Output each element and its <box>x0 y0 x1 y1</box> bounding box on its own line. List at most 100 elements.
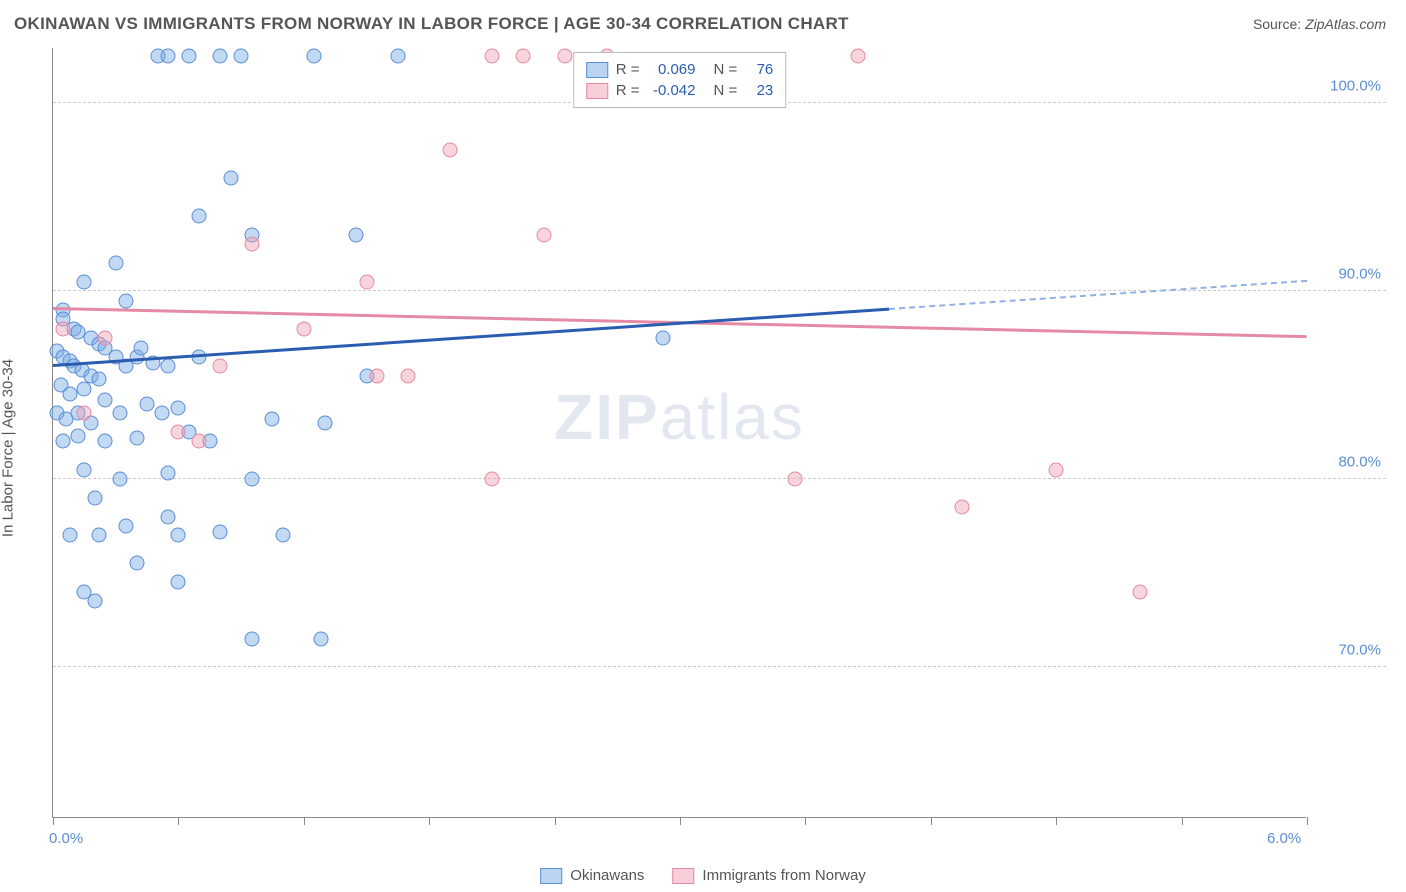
x-axis-label: 6.0% <box>1267 830 1301 847</box>
x-tick <box>555 817 556 825</box>
legend-item: Immigrants from Norway <box>672 867 865 884</box>
data-point <box>160 466 175 481</box>
source-attribution: Source: ZipAtlas.com <box>1253 16 1386 32</box>
data-point <box>56 321 71 336</box>
data-point <box>91 528 106 543</box>
watermark-rest: atlas <box>660 381 805 453</box>
data-point <box>154 406 169 421</box>
y-axis-label: In Labor Force | Age 30-34 <box>0 359 17 537</box>
chart-title: OKINAWAN VS IMMIGRANTS FROM NORWAY IN LA… <box>14 14 849 34</box>
data-point <box>265 411 280 426</box>
data-point <box>171 425 186 440</box>
data-point <box>160 359 175 374</box>
data-point <box>160 49 175 64</box>
chart-header: OKINAWAN VS IMMIGRANTS FROM NORWAY IN LA… <box>0 0 1406 42</box>
stats-legend-row: R =0.069N =76 <box>586 59 774 80</box>
data-point <box>955 500 970 515</box>
data-point <box>656 331 671 346</box>
n-label: N = <box>714 82 738 99</box>
data-point <box>787 471 802 486</box>
data-point <box>558 49 573 64</box>
data-point <box>171 400 186 415</box>
legend-swatch <box>672 868 694 884</box>
gridline <box>53 666 1386 667</box>
n-label: N = <box>714 61 738 78</box>
data-point <box>98 434 113 449</box>
data-point <box>443 143 458 158</box>
data-point <box>62 528 77 543</box>
legend-swatch <box>586 83 608 99</box>
r-value: 0.069 <box>648 61 696 78</box>
series-legend: Okinawans Immigrants from Norway <box>540 867 866 884</box>
x-tick <box>429 817 430 825</box>
data-point <box>71 428 86 443</box>
x-tick <box>1182 817 1183 825</box>
stats-legend-row: R = -0.042 N = 23 <box>586 80 774 101</box>
data-point <box>77 462 92 477</box>
data-point <box>850 49 865 64</box>
x-tick <box>931 817 932 825</box>
data-point <box>192 434 207 449</box>
data-point <box>133 340 148 355</box>
y-tick-label: 90.0% <box>1338 266 1381 283</box>
watermark: ZIPatlas <box>554 380 805 454</box>
x-tick <box>805 817 806 825</box>
data-point <box>87 594 102 609</box>
data-point <box>56 434 71 449</box>
data-point <box>401 368 416 383</box>
legend-item: Okinawans <box>540 867 644 884</box>
data-point <box>160 509 175 524</box>
data-point <box>77 274 92 289</box>
plot-area: ZIPatlas 70.0%80.0%90.0%100.0%0.0%6.0%R … <box>52 48 1306 818</box>
data-point <box>313 631 328 646</box>
data-point <box>234 49 249 64</box>
y-tick-label: 80.0% <box>1338 453 1381 470</box>
data-point <box>275 528 290 543</box>
data-point <box>87 490 102 505</box>
source-prefix: Source: <box>1253 16 1305 32</box>
source-link[interactable]: ZipAtlas.com <box>1305 16 1386 32</box>
data-point <box>112 471 127 486</box>
legend-swatch <box>586 62 608 78</box>
legend-label: Okinawans <box>570 867 644 884</box>
x-tick <box>304 817 305 825</box>
data-point <box>77 381 92 396</box>
x-tick <box>680 817 681 825</box>
r-value: -0.042 <box>648 82 696 99</box>
data-point <box>307 49 322 64</box>
data-point <box>1132 584 1147 599</box>
data-point <box>108 255 123 270</box>
data-point <box>98 393 113 408</box>
data-point <box>62 387 77 402</box>
trend-line <box>889 280 1307 310</box>
data-point <box>1049 462 1064 477</box>
data-point <box>119 518 134 533</box>
data-point <box>244 631 259 646</box>
data-point <box>369 368 384 383</box>
n-value: 23 <box>745 82 773 99</box>
data-point <box>119 293 134 308</box>
gridline <box>53 290 1386 291</box>
x-tick <box>53 817 54 825</box>
data-point <box>91 372 106 387</box>
data-point <box>359 274 374 289</box>
data-point <box>192 209 207 224</box>
data-point <box>223 171 238 186</box>
x-tick <box>1307 817 1308 825</box>
x-tick <box>1056 817 1057 825</box>
data-point <box>171 575 186 590</box>
data-point <box>484 471 499 486</box>
r-label: R = <box>616 82 640 99</box>
watermark-bold: ZIP <box>554 381 660 453</box>
stats-legend: R =0.069N =76R =-0.042N =23 <box>573 52 787 108</box>
data-point <box>537 227 552 242</box>
chart-container: In Labor Force | Age 30-34 ZIPatlas 70.0… <box>14 48 1386 848</box>
data-point <box>129 430 144 445</box>
data-point <box>140 396 155 411</box>
data-point <box>317 415 332 430</box>
data-point <box>77 406 92 421</box>
data-point <box>213 359 228 374</box>
data-point <box>244 471 259 486</box>
legend-label: Immigrants from Norway <box>702 867 865 884</box>
data-point <box>171 528 186 543</box>
